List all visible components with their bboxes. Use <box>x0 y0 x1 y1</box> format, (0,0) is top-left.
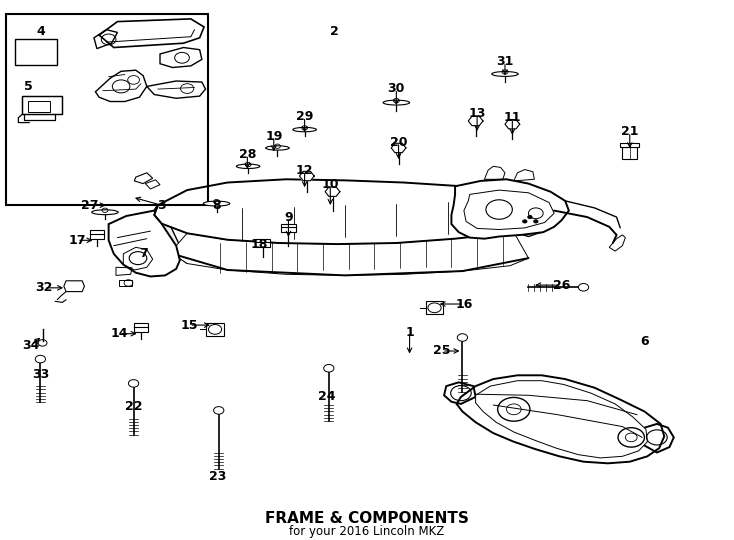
Polygon shape <box>154 205 187 264</box>
Text: 5: 5 <box>23 80 32 93</box>
Text: 21: 21 <box>621 125 639 138</box>
Polygon shape <box>457 375 664 463</box>
Bar <box>134 323 148 332</box>
Circle shape <box>528 215 532 219</box>
Text: 2: 2 <box>330 25 339 38</box>
Ellipse shape <box>293 127 316 132</box>
Ellipse shape <box>266 146 289 150</box>
Text: 6: 6 <box>640 335 649 348</box>
Polygon shape <box>325 187 340 197</box>
Circle shape <box>35 355 46 363</box>
Bar <box>281 224 296 232</box>
Bar <box>206 323 224 336</box>
Circle shape <box>214 407 224 414</box>
Polygon shape <box>514 194 558 237</box>
Text: 8: 8 <box>212 199 221 212</box>
Ellipse shape <box>203 201 230 206</box>
Text: 7: 7 <box>139 247 148 260</box>
Polygon shape <box>109 205 180 276</box>
Circle shape <box>128 380 139 387</box>
Ellipse shape <box>236 164 260 168</box>
Text: 15: 15 <box>181 319 198 332</box>
Text: 11: 11 <box>504 111 521 124</box>
Text: 31: 31 <box>496 55 514 68</box>
Polygon shape <box>172 232 528 275</box>
Circle shape <box>457 334 468 341</box>
Text: 14: 14 <box>111 327 128 340</box>
Text: 24: 24 <box>318 390 335 403</box>
Ellipse shape <box>383 100 410 105</box>
Polygon shape <box>299 171 314 181</box>
Text: 28: 28 <box>239 148 256 161</box>
Polygon shape <box>154 179 558 244</box>
Text: 1: 1 <box>405 326 414 339</box>
Text: 25: 25 <box>433 345 451 357</box>
Circle shape <box>208 325 222 334</box>
Circle shape <box>324 364 334 372</box>
Polygon shape <box>391 143 406 153</box>
Circle shape <box>428 303 441 313</box>
Ellipse shape <box>492 71 518 76</box>
Bar <box>90 230 104 239</box>
Polygon shape <box>476 381 647 458</box>
Ellipse shape <box>92 210 118 215</box>
Text: 33: 33 <box>32 368 49 381</box>
Text: 20: 20 <box>390 136 407 148</box>
Text: 29: 29 <box>296 110 313 123</box>
Text: 3: 3 <box>157 199 166 212</box>
Text: 23: 23 <box>208 470 226 483</box>
Bar <box>255 239 270 247</box>
Circle shape <box>578 284 589 291</box>
Text: 17: 17 <box>68 234 86 247</box>
Text: 10: 10 <box>321 178 339 191</box>
Text: FRAME & COMPONENTS: FRAME & COMPONENTS <box>265 511 469 526</box>
Text: 19: 19 <box>265 130 283 143</box>
Bar <box>15 39 57 65</box>
Text: 16: 16 <box>455 298 473 310</box>
Text: 32: 32 <box>35 281 53 294</box>
Text: 30: 30 <box>388 82 405 95</box>
Polygon shape <box>451 179 569 239</box>
Bar <box>426 301 443 314</box>
Circle shape <box>534 220 538 223</box>
Polygon shape <box>505 119 520 129</box>
Text: for your 2016 Lincoln MKZ: for your 2016 Lincoln MKZ <box>289 525 445 538</box>
Polygon shape <box>468 116 483 126</box>
Text: 27: 27 <box>81 199 98 212</box>
Circle shape <box>523 220 527 223</box>
Polygon shape <box>64 281 84 292</box>
Text: 12: 12 <box>296 164 313 177</box>
Bar <box>6 14 208 205</box>
Bar <box>620 143 639 147</box>
Text: 13: 13 <box>468 107 486 120</box>
Text: 9: 9 <box>284 211 293 224</box>
Text: 26: 26 <box>553 279 570 292</box>
Bar <box>22 96 62 114</box>
Text: 4: 4 <box>36 25 45 38</box>
Text: 18: 18 <box>250 238 268 251</box>
Text: 34: 34 <box>22 339 40 352</box>
Text: 22: 22 <box>125 400 142 413</box>
Bar <box>28 101 50 112</box>
Bar <box>622 147 637 159</box>
